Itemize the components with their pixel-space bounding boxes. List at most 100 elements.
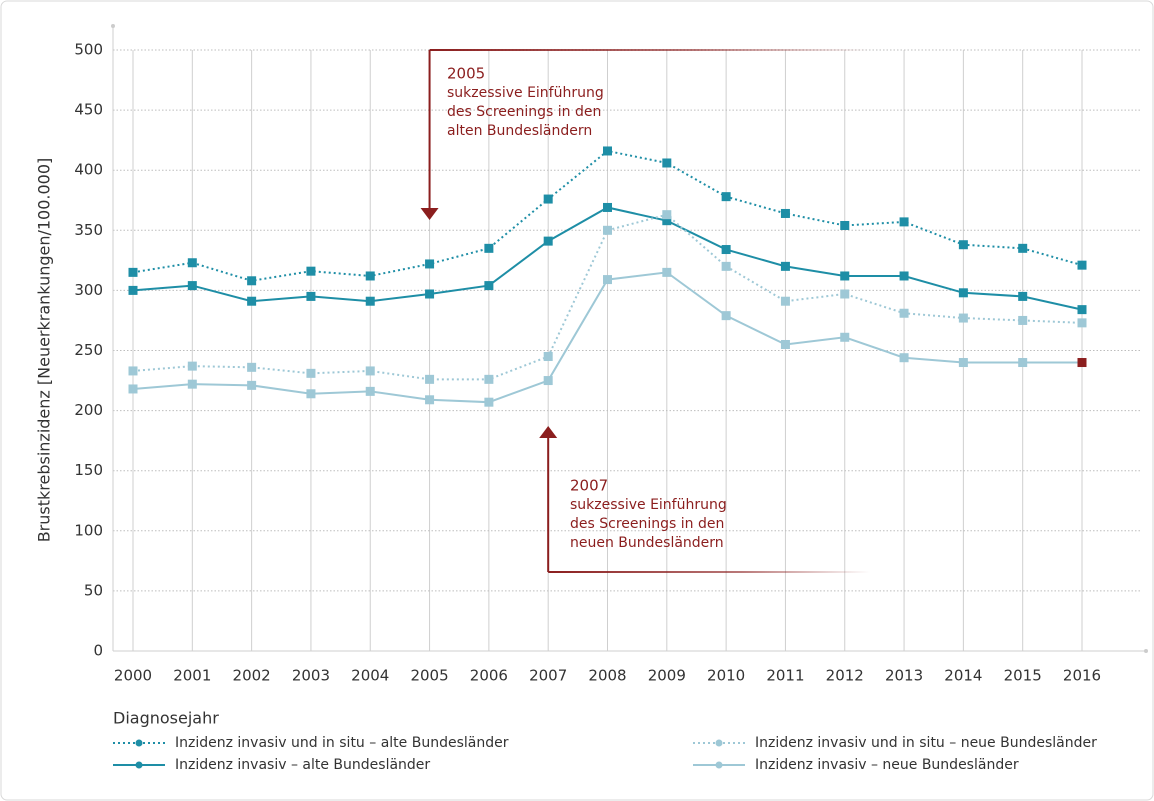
data-point	[662, 210, 672, 220]
data-point	[662, 216, 672, 226]
annotation-text: sukzessive Einführung	[570, 497, 727, 513]
data-point	[1018, 243, 1028, 253]
x-tick-label: 2007	[529, 667, 567, 685]
data-point	[780, 208, 790, 218]
data-point	[780, 261, 790, 271]
data-point	[306, 368, 316, 378]
data-point	[128, 285, 138, 295]
data-point	[721, 245, 731, 255]
data-point	[187, 281, 197, 291]
data-point	[958, 240, 968, 250]
x-axis-label: Diagnosejahr	[113, 709, 219, 728]
y-tick-label: 150	[74, 461, 103, 479]
annotation-text: des Screenings in den	[570, 516, 724, 532]
data-point	[840, 332, 850, 342]
data-point	[543, 352, 553, 362]
data-point	[484, 281, 494, 291]
data-point	[187, 361, 197, 371]
x-tick-label: 2006	[470, 667, 508, 685]
annotation-text: 2005	[447, 65, 485, 83]
x-tick-label: 2015	[1004, 667, 1042, 685]
data-point	[425, 259, 435, 269]
x-tick-label: 2000	[114, 667, 152, 685]
data-point	[247, 362, 257, 372]
data-point	[603, 225, 612, 235]
x-tick-label: 2005	[410, 667, 448, 685]
data-point	[721, 311, 731, 321]
annotation-text: des Screenings in den	[447, 104, 601, 120]
x-tick-label: 2001	[173, 667, 211, 685]
annotation-text: neuen Bundesländern	[570, 535, 724, 551]
data-point	[721, 261, 731, 271]
x-tick-label: 2003	[292, 667, 330, 685]
y-tick-label: 0	[93, 642, 103, 660]
legend-marker	[715, 761, 723, 769]
y-tick-label: 250	[74, 341, 103, 359]
x-tick-label: 2014	[944, 667, 982, 685]
data-point	[899, 217, 909, 227]
x-tick-label: 2016	[1063, 667, 1101, 685]
y-tick-label: 100	[74, 521, 103, 539]
data-point	[484, 243, 494, 253]
data-point	[899, 271, 909, 281]
x-tick-label: 2009	[648, 667, 686, 685]
data-point	[247, 380, 257, 390]
legend-label: Inzidenz invasiv – alte Bundesländer	[175, 757, 430, 773]
legend-label: Inzidenz invasiv und in situ – alte Bund…	[175, 735, 509, 751]
data-point	[958, 288, 968, 298]
annotation-rule	[548, 571, 870, 573]
x-tick-label: 2012	[826, 667, 864, 685]
y-axis-label: Brustkrebsinzidenz [Neuerkrankungen/100.…	[35, 158, 54, 543]
legend-label: Inzidenz invasiv – neue Bundesländer	[755, 757, 1019, 773]
data-point	[780, 339, 790, 349]
axis-end	[1144, 649, 1148, 653]
legend-label: Inzidenz invasiv und in situ – neue Bund…	[755, 735, 1097, 751]
data-point	[899, 353, 909, 363]
data-point	[1077, 260, 1087, 270]
data-point	[365, 386, 375, 396]
data-point	[306, 291, 316, 301]
x-tick-label: 2011	[766, 667, 804, 685]
legend-marker	[715, 739, 723, 747]
data-point	[365, 296, 375, 306]
legend-marker	[135, 761, 143, 769]
data-point	[840, 220, 850, 230]
x-tick-label: 2002	[233, 667, 271, 685]
data-point	[840, 271, 850, 281]
data-point	[425, 395, 435, 405]
arrow-head	[539, 426, 558, 438]
y-tick-label: 500	[74, 41, 103, 59]
y-tick-label: 50	[84, 581, 103, 599]
data-point	[958, 313, 968, 323]
data-point	[187, 258, 197, 268]
data-point	[780, 296, 790, 306]
data-point	[958, 358, 968, 368]
x-tick-label: 2010	[707, 667, 745, 685]
data-point	[721, 192, 731, 202]
data-point	[484, 374, 494, 384]
data-point	[662, 267, 672, 277]
data-point	[1077, 305, 1087, 315]
legend-marker	[135, 739, 143, 747]
data-point	[247, 276, 257, 286]
data-point	[543, 376, 553, 386]
x-tick-label: 2008	[588, 667, 626, 685]
data-point	[603, 146, 612, 156]
data-point	[365, 366, 375, 376]
data-point	[306, 389, 316, 399]
data-point	[128, 366, 138, 376]
data-point	[899, 308, 909, 318]
data-point	[1018, 291, 1028, 301]
annotation-text: sukzessive Einführung	[447, 85, 604, 101]
data-point	[840, 289, 850, 299]
data-point	[425, 289, 435, 299]
data-point	[187, 379, 197, 389]
data-point	[365, 271, 375, 281]
annotation-text: alten Bundesländern	[447, 123, 592, 139]
axis-end	[111, 24, 115, 28]
data-point	[603, 275, 612, 285]
y-tick-label: 450	[74, 101, 103, 119]
annotation-text: 2007	[570, 477, 608, 495]
